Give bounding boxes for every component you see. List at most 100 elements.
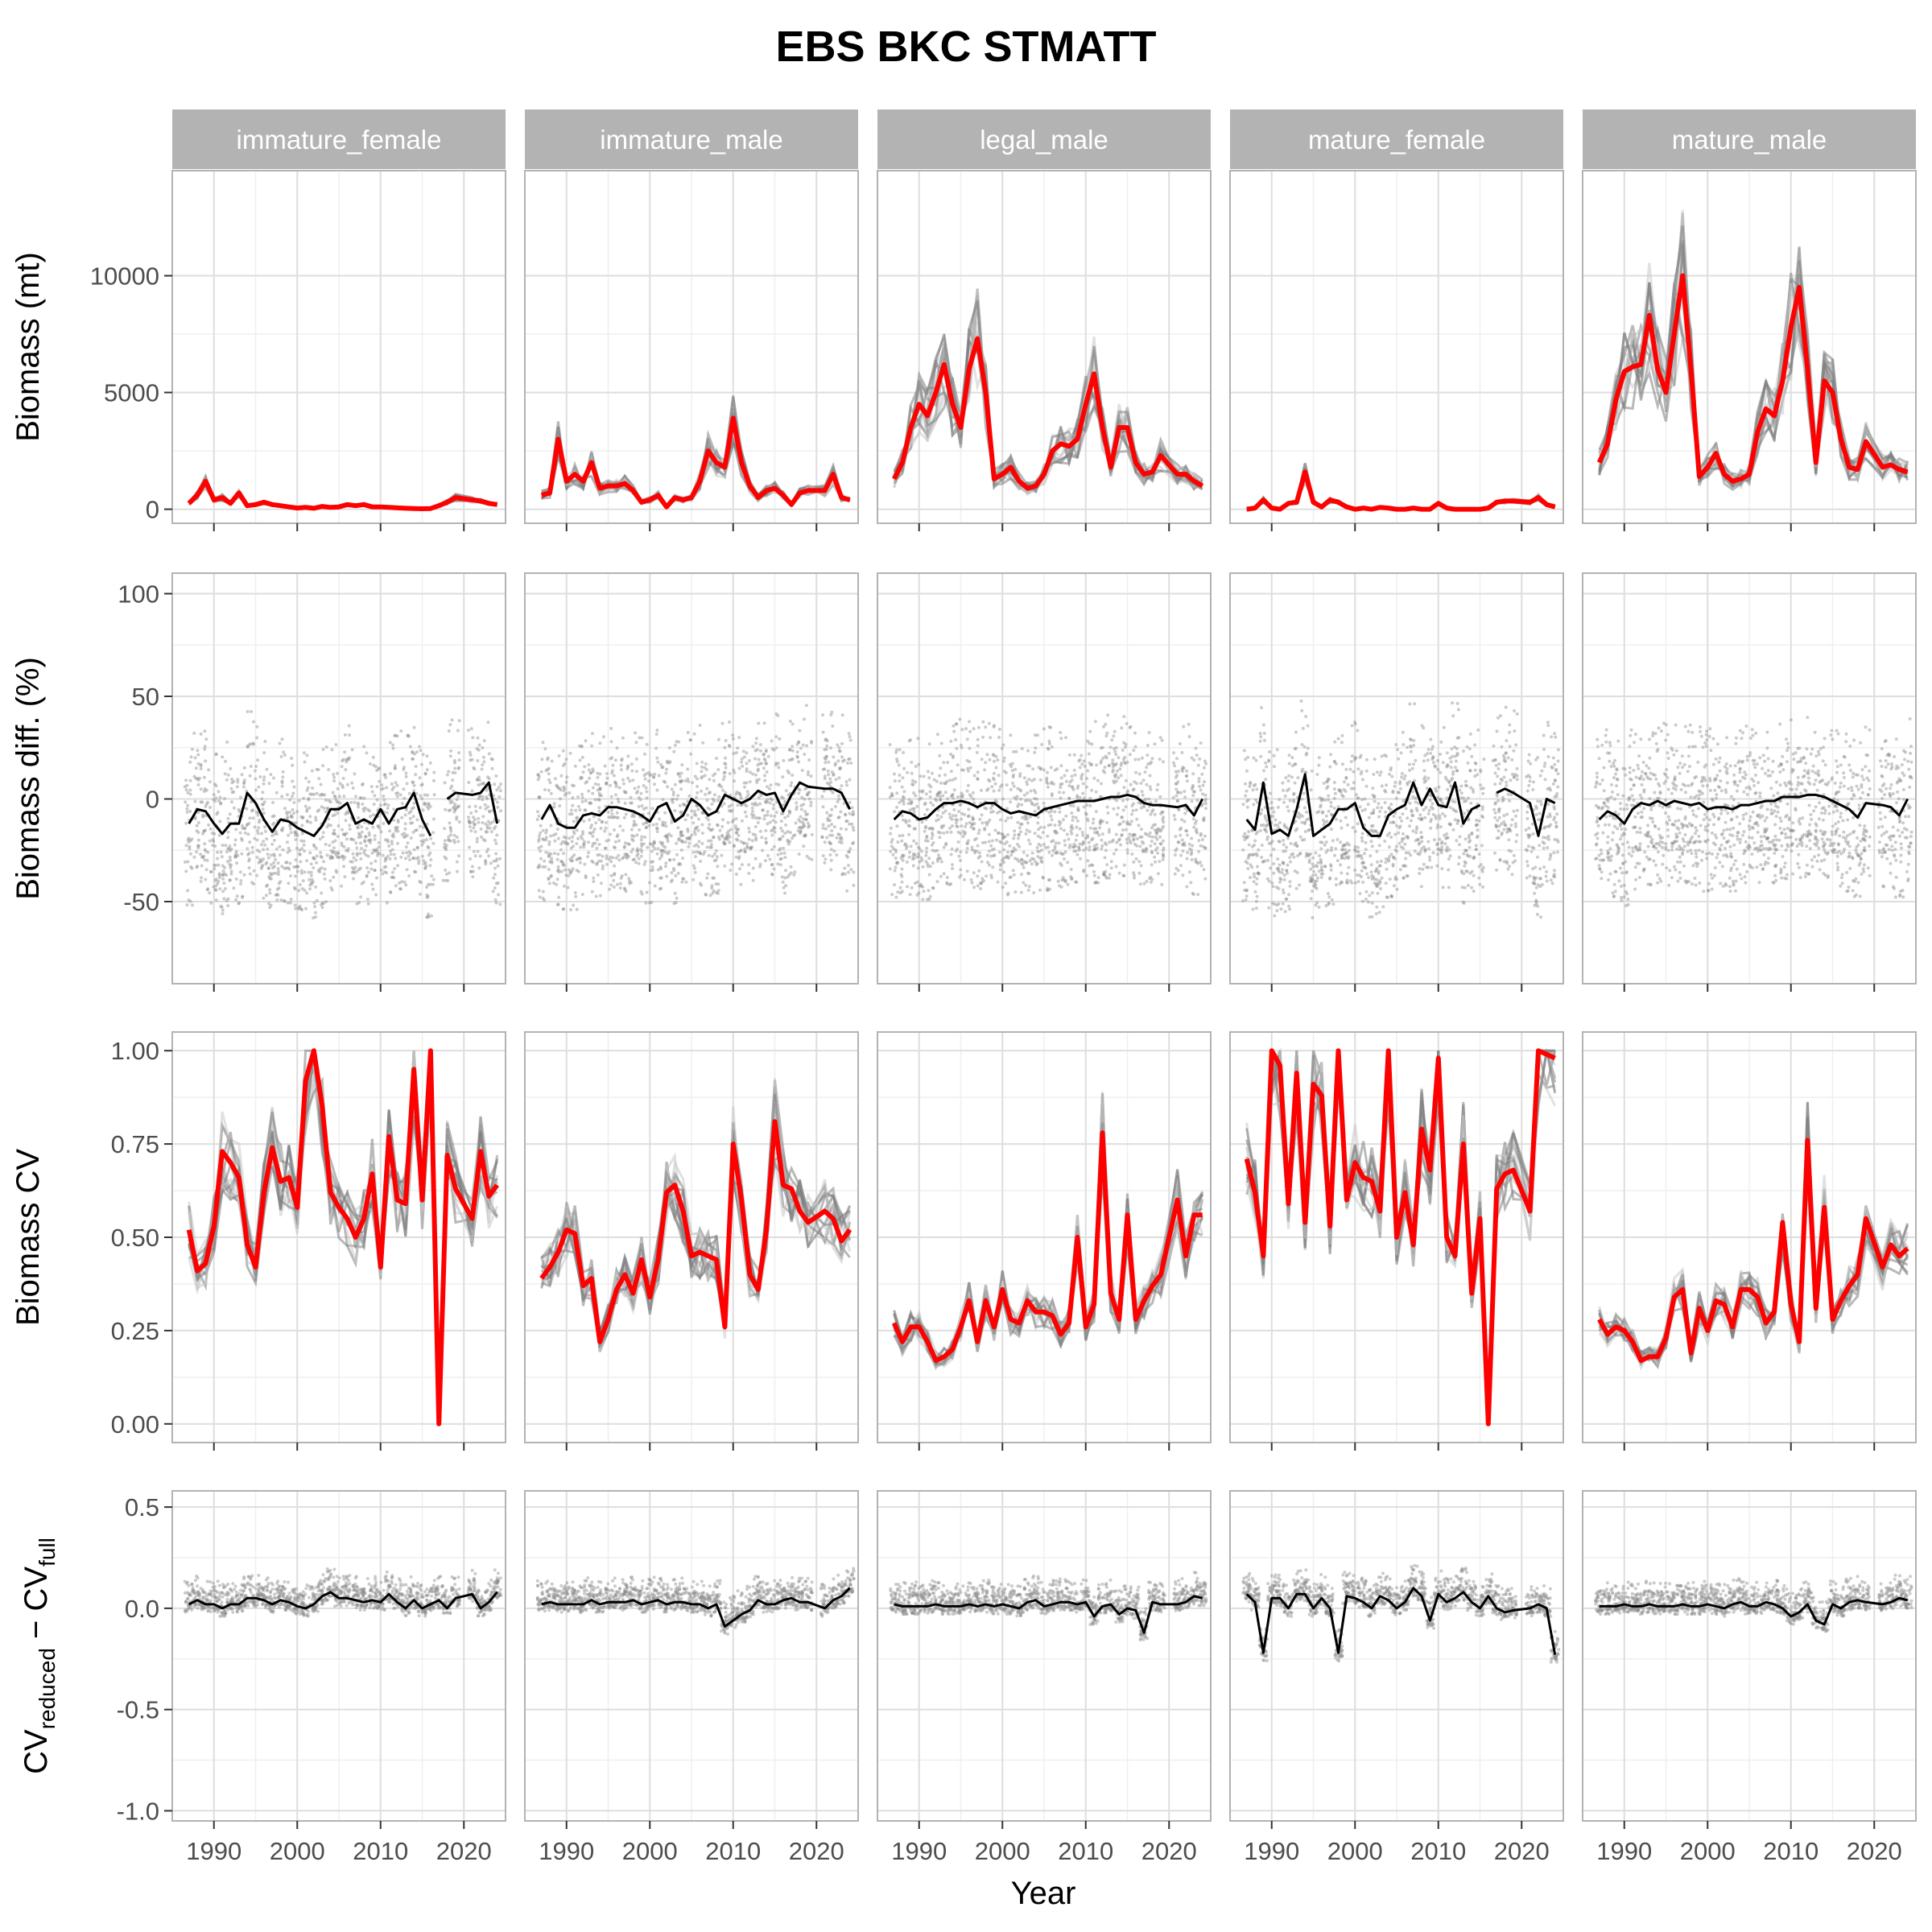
replicate-point <box>1171 795 1175 799</box>
replicate-point <box>499 782 502 786</box>
replicate-point <box>803 717 806 721</box>
replicate-point <box>1147 731 1151 734</box>
replicate-point <box>1076 784 1080 788</box>
replicate-point <box>717 783 721 787</box>
replicate-point <box>426 894 430 898</box>
replicate-point <box>1327 794 1331 798</box>
replicate-point <box>598 787 602 791</box>
replicate-point <box>1319 803 1323 807</box>
replicate-point <box>190 837 194 841</box>
replicate-point <box>1260 844 1264 847</box>
replicate-point <box>666 852 670 856</box>
replicate-point <box>972 886 976 890</box>
replicate-point <box>1292 855 1296 859</box>
replicate-point <box>255 724 259 729</box>
replicate-point <box>1030 851 1034 855</box>
replicate-point <box>626 842 630 846</box>
replicate-point <box>373 869 377 872</box>
replicate-point <box>450 718 454 722</box>
replicate-point <box>498 857 502 861</box>
replicate-point <box>976 744 980 748</box>
replicate-point <box>541 741 545 745</box>
replicate-point <box>650 865 654 869</box>
replicate-point <box>357 836 361 840</box>
replicate-point <box>285 793 289 797</box>
replicate-point <box>559 788 563 792</box>
replicate-point <box>1262 738 1266 742</box>
replicate-point <box>495 833 499 837</box>
replicate-point <box>632 857 636 861</box>
replicate-point <box>1059 864 1063 867</box>
replicate-point <box>251 808 255 812</box>
replicate-point <box>473 823 477 826</box>
replicate-point <box>1180 750 1184 754</box>
replicate-point <box>904 820 908 824</box>
replicate-point <box>907 832 911 836</box>
replicate-point <box>497 893 501 897</box>
replicate-point <box>1281 888 1285 892</box>
replicate-point <box>352 870 356 874</box>
replicate-point <box>902 799 906 803</box>
replicate-point <box>587 789 591 793</box>
replicate-point <box>1317 763 1321 767</box>
replicate-point <box>646 845 650 849</box>
replicate-point <box>423 793 427 797</box>
replicate-point <box>225 740 229 744</box>
replicate-point <box>239 882 242 886</box>
replicate-point <box>1121 815 1124 819</box>
replicate-point <box>202 790 206 793</box>
replicate-point <box>824 758 828 762</box>
replicate-point <box>750 839 754 843</box>
replicate-point <box>1356 822 1360 826</box>
replicate-point <box>687 841 691 845</box>
replicate-point <box>1082 868 1086 872</box>
replicate-point <box>915 804 919 808</box>
replicate-point <box>993 782 997 786</box>
replicate-point <box>908 893 912 897</box>
replicate-point <box>588 801 592 805</box>
replicate-point <box>310 769 314 773</box>
replicate-point <box>958 803 962 807</box>
replicate-point <box>383 859 387 863</box>
replicate-point <box>784 884 788 888</box>
replicate-point <box>728 772 732 775</box>
replicate-point <box>457 758 461 762</box>
replicate-point <box>537 863 541 867</box>
replicate-point <box>830 829 834 832</box>
replicate-point <box>773 830 777 834</box>
replicate-point <box>550 861 554 865</box>
replicate-point <box>570 859 574 863</box>
replicate-point <box>591 786 595 790</box>
replicate-point <box>1242 881 1246 885</box>
replicate-point <box>452 758 456 762</box>
replicate-point <box>344 819 348 823</box>
replicate-point <box>1268 791 1272 795</box>
replicate-point <box>409 810 413 814</box>
replicate-point <box>251 816 255 820</box>
replicate-point <box>415 828 419 832</box>
replicate-point <box>455 806 459 810</box>
replicate-point <box>1081 833 1085 837</box>
replicate-point <box>626 764 630 768</box>
replicate-point <box>927 827 931 831</box>
replicate-point <box>631 778 635 782</box>
replicate-point <box>415 818 419 822</box>
replicate-point <box>821 713 824 717</box>
replicate-point <box>478 854 482 858</box>
replicate-point <box>228 812 232 816</box>
replicate-point <box>947 812 952 816</box>
replicate-point <box>355 869 359 873</box>
replicate-point <box>1319 857 1323 861</box>
replicate-point <box>727 804 731 808</box>
replicate-point <box>457 804 460 808</box>
replicate-point <box>850 806 854 810</box>
replicate-point <box>567 873 571 877</box>
replicate-point <box>216 857 219 861</box>
replicate-point <box>823 767 827 771</box>
replicate-point <box>359 796 363 800</box>
replicate-point <box>292 800 296 804</box>
replicate-point <box>1047 739 1051 743</box>
replicate-point <box>614 815 618 819</box>
replicate-point <box>1038 836 1042 840</box>
replicate-point <box>1128 839 1132 843</box>
